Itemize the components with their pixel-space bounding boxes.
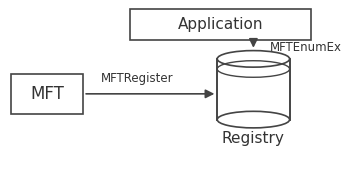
Ellipse shape — [217, 111, 290, 128]
Bar — [217, 59, 290, 120]
Text: MFT: MFT — [30, 85, 64, 103]
Text: Registry: Registry — [222, 131, 285, 146]
Text: MFTRegister: MFTRegister — [101, 72, 174, 85]
Bar — [130, 9, 311, 40]
Ellipse shape — [217, 51, 290, 67]
Text: MFTEnumEx: MFTEnumEx — [270, 41, 342, 54]
Text: Application: Application — [178, 17, 264, 32]
Bar — [11, 74, 83, 114]
